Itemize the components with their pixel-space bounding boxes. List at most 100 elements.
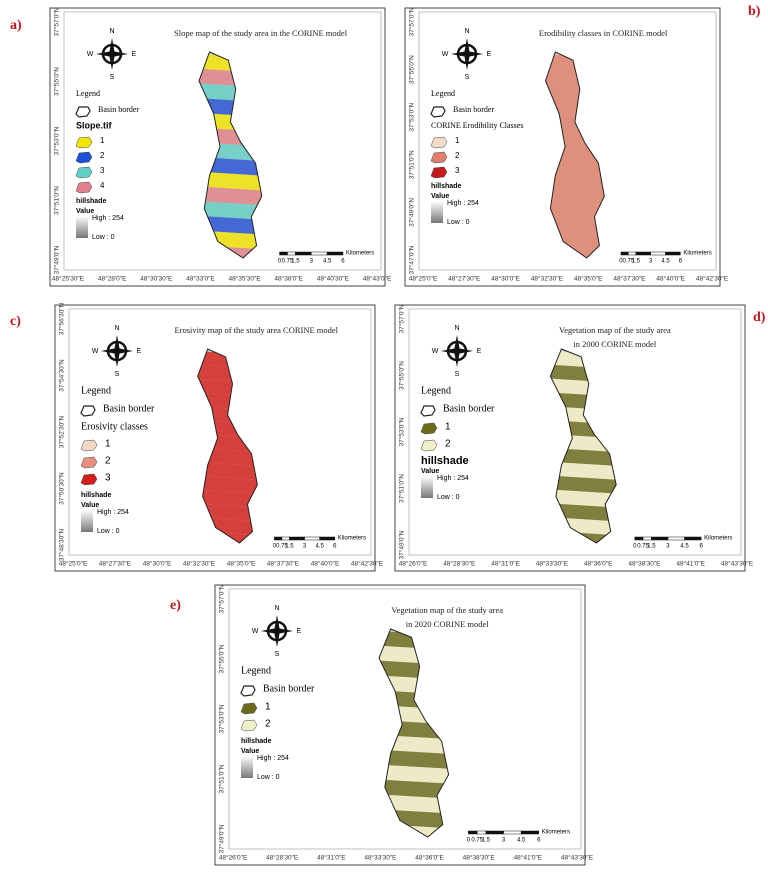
scale-segment [327, 252, 343, 255]
x-coordinate-label: 48°27'30"E [99, 560, 132, 568]
x-coordinate-label: 48°36'0"E [584, 560, 613, 568]
x-coordinate-label: 48°30'0"E [143, 560, 172, 568]
scale-label: 4.5 [661, 259, 670, 265]
scale-label: 4.5 [680, 544, 689, 550]
y-coordinate-label: 37°57'0"N [398, 304, 406, 333]
legend-class-label: 3 [455, 166, 460, 175]
scale-segment [668, 537, 685, 540]
panel-label: c) [10, 314, 21, 329]
x-coordinate-label: 48°35'30"E [228, 275, 261, 283]
compass-n: N [114, 325, 119, 332]
map-title: in 2020 CORINE model [406, 619, 490, 629]
legend-class-label: 1 [100, 136, 105, 145]
y-coordinate-label: 37°52'30"N [58, 415, 66, 448]
scale-segment [282, 537, 290, 540]
legend-class-label: 2 [455, 151, 460, 160]
panel-label: d) [753, 310, 766, 325]
scale-label: 4.5 [323, 259, 332, 265]
scale-label: 1.5 [285, 544, 294, 550]
legend-border-label: Basin border [453, 105, 494, 114]
legend-value: Value [241, 748, 259, 755]
map-title: Slope map of the study area in the CORIN… [174, 28, 348, 38]
x-coordinate-label: 48°35'0"E [227, 560, 256, 568]
x-coordinate-label: 48°36'0"E [415, 854, 444, 862]
scale-segment [274, 537, 282, 540]
x-coordinate-label: 48°32'30"E [531, 275, 564, 283]
map-title: Erodibility classes in CORINE model [539, 28, 668, 38]
legend-low: Low : 0 [447, 219, 470, 226]
scale-segment [280, 252, 288, 255]
legend-class-label: 4 [100, 181, 105, 190]
legend-class-label: 2 [100, 151, 105, 160]
x-coordinate-label: 48°41'0"E [514, 854, 543, 862]
x-coordinate-label: 48°26'0"E [219, 854, 248, 862]
x-coordinate-label: 48°31'0"E [491, 560, 520, 568]
legend-low: Low : 0 [92, 234, 115, 241]
map-panel: d)48°26'0"E48°28'30"E48°31'0"E48°33'30"E… [395, 304, 766, 571]
hillshade-ramp [241, 756, 253, 778]
hillshade-ramp [431, 201, 443, 223]
y-coordinate-label: 37°48'30"N [58, 528, 66, 561]
compass-s: S [115, 371, 120, 378]
panel-label: b) [748, 4, 761, 19]
legend-class-label: 1 [105, 439, 111, 450]
scale-segment [477, 831, 486, 834]
compass-w: W [442, 51, 449, 58]
hillshade-ramp [76, 216, 88, 238]
scale-unit: Kilometers [338, 536, 366, 542]
x-coordinate-label: 48°42'30"E [696, 275, 729, 283]
panel-label: e) [170, 598, 181, 613]
scale-segment [685, 537, 702, 540]
legend-class-label: 2 [265, 719, 271, 730]
y-coordinate-label: 37°57'0"N [53, 7, 61, 36]
legend-class-label: 3 [105, 473, 111, 484]
x-coordinate-label: 48°42'30"E [351, 560, 384, 568]
x-coordinate-label: 48°43'0"E [363, 275, 392, 283]
compass-n: N [109, 28, 114, 35]
compass-n: N [464, 28, 469, 35]
scale-segment [628, 252, 635, 255]
border-symbol [76, 107, 90, 117]
border-symbol [241, 686, 255, 696]
scale-label: 1.5 [647, 544, 656, 550]
compass-s: S [110, 74, 115, 81]
scale-segment [289, 537, 304, 540]
compass-s: S [455, 371, 460, 378]
y-coordinate-label: 37°55'0"N [408, 55, 416, 84]
x-coordinate-label: 48°33'0"E [186, 275, 215, 283]
x-coordinate-label: 48°33'30"E [364, 854, 397, 862]
legend-class-label: 1 [265, 702, 271, 713]
compass-e: E [132, 51, 137, 58]
scale-unit: Kilometers [346, 251, 374, 257]
compass-w: W [87, 51, 94, 58]
scale-unit: Kilometers [542, 830, 570, 836]
x-coordinate-label: 48°28'30"E [443, 560, 476, 568]
x-coordinate-label: 48°35'0"E [574, 275, 603, 283]
y-coordinate-label: 37°57'0"N [408, 7, 416, 36]
compass-w: W [432, 348, 439, 355]
x-coordinate-label: 48°40'0"E [311, 560, 340, 568]
y-coordinate-label: 37°51'0"N [53, 186, 61, 215]
legend-border-label: Basin border [443, 403, 495, 414]
scale-segment [635, 537, 643, 540]
legend-value: Value [76, 208, 94, 215]
legend-hillshade: hillshade [421, 455, 469, 467]
y-coordinate-label: 37°56'30"N [58, 302, 66, 335]
scale-segment [643, 537, 651, 540]
legend-hillshade: hillshade [76, 198, 106, 205]
scale-segment [504, 831, 522, 834]
scale-segment [521, 831, 539, 834]
x-coordinate-label: 48°38'30"E [463, 854, 496, 862]
x-coordinate-label: 48°37'30"E [267, 560, 300, 568]
x-coordinate-label: 48°43'30"E [561, 854, 594, 862]
figure: a)48°25'30"E48°28'0"E48°30'30"E48°33'0"E… [0, 0, 768, 879]
y-coordinate-label: 37°49'0"N [218, 824, 226, 853]
x-coordinate-label: 48°31'0"E [317, 854, 346, 862]
compass-s: S [465, 74, 470, 81]
x-coordinate-label: 48°38'0"E [274, 275, 303, 283]
compass-s: S [275, 651, 280, 658]
y-coordinate-label: 37°55'0"N [398, 361, 406, 390]
scale-label: 4.5 [315, 544, 324, 550]
legend-class-title: Erosivity classes [81, 421, 148, 432]
